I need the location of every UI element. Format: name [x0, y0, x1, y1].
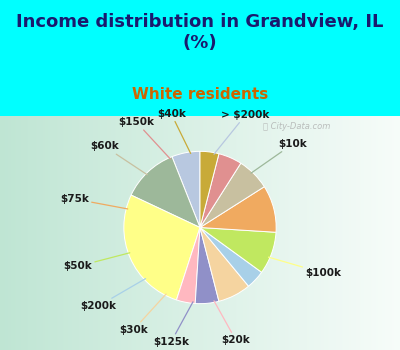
Wedge shape	[200, 163, 264, 228]
Text: > $200k: > $200k	[214, 110, 270, 154]
Wedge shape	[200, 228, 276, 272]
Text: White residents: White residents	[132, 87, 268, 102]
Text: $30k: $30k	[119, 294, 166, 335]
Wedge shape	[200, 228, 262, 286]
Wedge shape	[195, 228, 219, 304]
Text: $200k: $200k	[80, 279, 146, 311]
Wedge shape	[131, 157, 200, 228]
Wedge shape	[200, 154, 241, 228]
Text: $100k: $100k	[268, 257, 341, 278]
Wedge shape	[200, 187, 276, 232]
Text: ⓘ City-Data.com: ⓘ City-Data.com	[263, 122, 330, 131]
Text: $60k: $60k	[90, 141, 147, 175]
Text: $20k: $20k	[214, 301, 250, 345]
Wedge shape	[200, 151, 219, 228]
Wedge shape	[124, 195, 200, 300]
Text: $125k: $125k	[153, 302, 193, 347]
Text: $10k: $10k	[251, 139, 307, 173]
Text: $75k: $75k	[60, 194, 128, 209]
Text: Income distribution in Grandview, IL
(%): Income distribution in Grandview, IL (%)	[16, 13, 384, 52]
Text: $40k: $40k	[157, 109, 191, 153]
Text: $150k: $150k	[118, 117, 170, 159]
Wedge shape	[176, 228, 200, 303]
Wedge shape	[200, 228, 248, 301]
Wedge shape	[172, 151, 200, 228]
Text: $50k: $50k	[63, 253, 130, 271]
